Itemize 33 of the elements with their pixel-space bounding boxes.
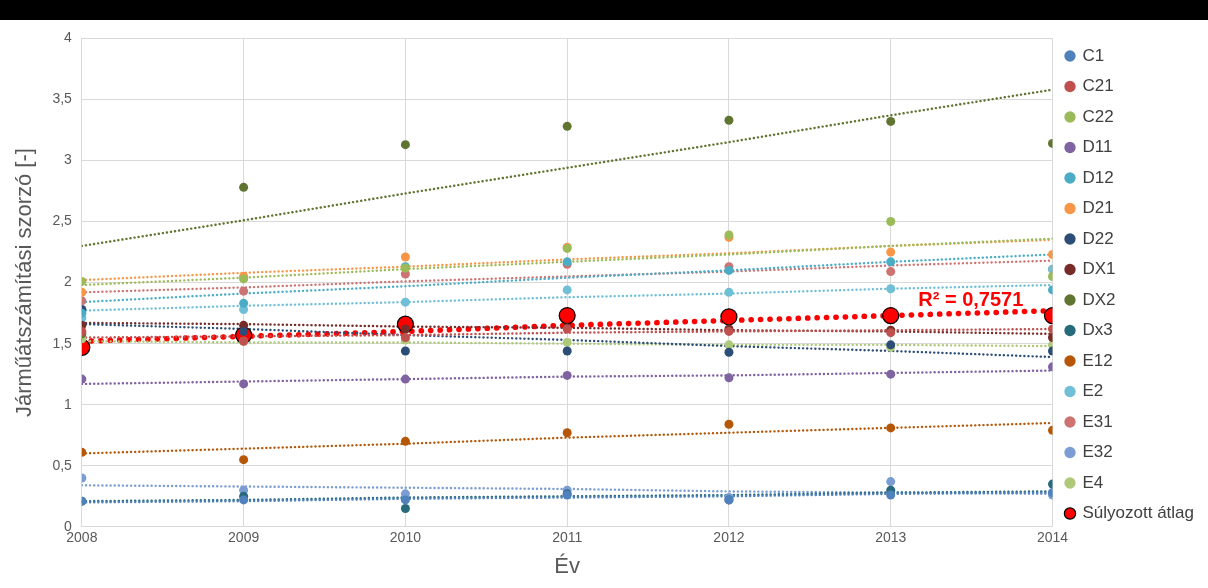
legend-label: D12	[1082, 167, 1114, 187]
y-tick-label: 4	[64, 29, 73, 46]
y-tick-label: 1,5	[52, 334, 73, 351]
y-tick-label: 2	[64, 273, 73, 290]
y-tick-label: 3,5	[52, 90, 73, 107]
legend-label: C1	[1082, 45, 1105, 65]
x-tick-label: 2011	[552, 529, 583, 546]
y-tick-label: 2,5	[52, 212, 73, 229]
legend-label: E12	[1082, 350, 1113, 370]
legend-label: D22	[1082, 228, 1114, 248]
y-axis-title: Járműátszámítási szorzó [-]	[11, 148, 37, 418]
legend-label: Dx3	[1082, 320, 1113, 340]
y-tick-label: 0,5	[52, 456, 73, 473]
legend-label: DX2	[1082, 289, 1116, 309]
x-tick-label: 2012	[713, 529, 745, 546]
x-axis-title: Év	[554, 552, 581, 578]
annotation: R² = 0,7571	[918, 288, 1024, 311]
x-tick-label: 2009	[228, 529, 260, 546]
y-tick-label: 3	[64, 151, 73, 168]
x-tick-label: 2014	[1036, 529, 1069, 546]
y-tick-label: 1	[64, 395, 73, 412]
x-tick-label: 2010	[389, 529, 422, 546]
x-tick-label: 2013	[875, 529, 907, 546]
legend-label: E2	[1082, 381, 1104, 401]
legend-label: Súlyozott átlag	[1082, 503, 1194, 523]
legend-label: E4	[1082, 472, 1104, 492]
legend-label: D21	[1082, 198, 1114, 218]
legend-label: C21	[1082, 76, 1114, 96]
legend-label: C22	[1082, 106, 1114, 126]
legend-label: DX1	[1082, 259, 1116, 279]
legend-label: D11	[1082, 137, 1113, 157]
legend-label: E31	[1082, 411, 1113, 431]
legend-label: E32	[1082, 442, 1113, 462]
